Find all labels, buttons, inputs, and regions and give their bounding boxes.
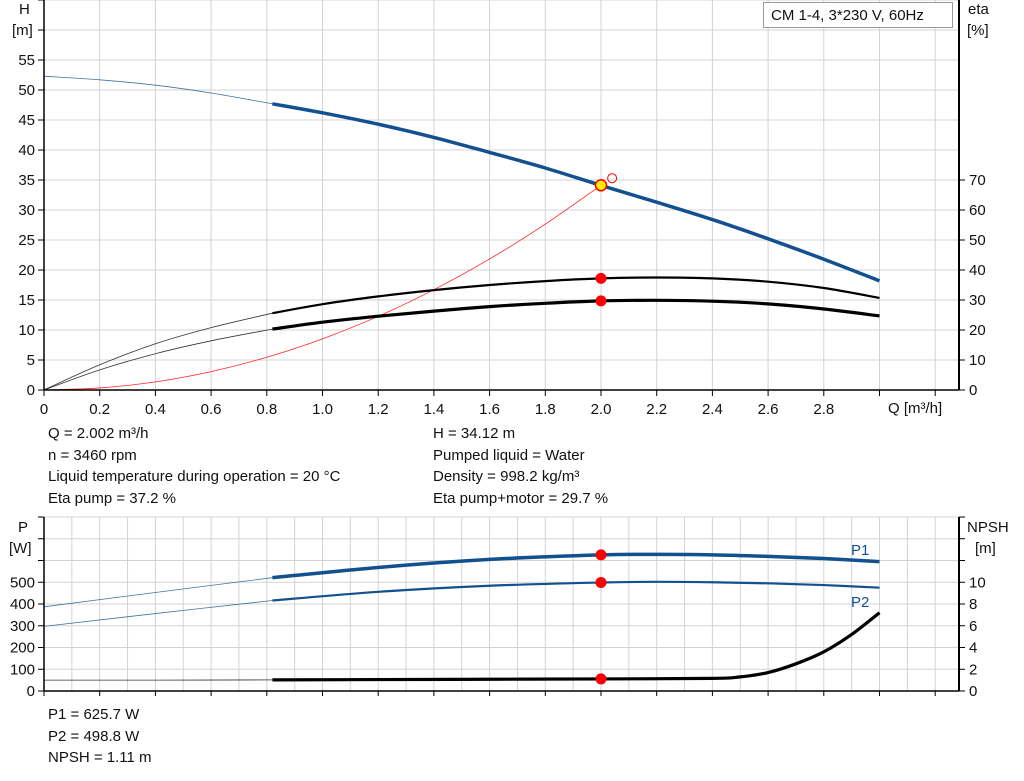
head-curve xyxy=(272,102,881,283)
eta-pump-curve-extrapolated xyxy=(43,312,273,391)
x-tick-label: 1.0 xyxy=(312,401,333,418)
eta-tick-label: 20 xyxy=(969,322,986,339)
duty-point-head xyxy=(594,179,608,192)
duty-point-p2 xyxy=(595,577,607,589)
x-tick-label: 2.8 xyxy=(813,401,834,418)
eta-pump-readout: Eta pump = 37.2 % xyxy=(48,489,176,507)
npsh-axis-label: NPSH xyxy=(967,519,1009,536)
eta-tick-label: 0 xyxy=(969,382,977,399)
p2-series-label: P2 xyxy=(851,594,869,611)
h-tick-label: 35 xyxy=(18,172,35,189)
npsh-tick-label: 4 xyxy=(969,640,977,657)
head-readout: H = 34.12 m xyxy=(433,425,516,442)
liquid-temp-readout: Liquid temperature during operation = 20… xyxy=(48,468,341,485)
info-top-left: Q = 2.002 m³/h n = 3460 rpm Liquid tempe… xyxy=(48,423,340,509)
x-tick-label: 2.2 xyxy=(646,401,667,418)
x-tick-label: 1.4 xyxy=(423,401,444,418)
system-curve xyxy=(43,184,602,391)
npsh-tick-label: 0 xyxy=(969,683,977,700)
duty-point-eta-pump-motor xyxy=(595,295,607,307)
x-tick-label: 0.4 xyxy=(145,401,166,418)
eta-axis-label: eta xyxy=(968,1,990,18)
bottom-grid xyxy=(44,516,959,691)
h-tick-label: 40 xyxy=(18,142,35,159)
h-axis-label: H xyxy=(19,1,30,18)
npsh-axis-unit: [m] xyxy=(975,540,996,557)
pump-legend: CM 1-4, 3*230 V, 60Hz xyxy=(763,2,953,28)
p-tick-label: 200 xyxy=(10,640,35,657)
eta-pump-motor-readout: Eta pump+motor = 29.7 % xyxy=(433,489,609,507)
info-bottom: P1 = 625.7 W P2 = 498.8 W NPSH = 1.11 m xyxy=(48,704,152,769)
x-tick-label: 0.8 xyxy=(256,401,277,418)
axes: 0 0.2 0.4 0.6 0.8 1.0 1.2 1.4 1.6 1.8 2.0 2.2 2.4 2.6… xyxy=(10,0,986,700)
eta-tick-label: 60 xyxy=(969,202,986,219)
top-grid xyxy=(44,0,959,390)
h-tick-label: 10 xyxy=(18,322,35,339)
x-tick-label: 2.4 xyxy=(702,401,723,418)
h-tick-label: 5 xyxy=(27,352,35,369)
p-axis-unit: [W] xyxy=(9,540,32,557)
p-tick-label: 100 xyxy=(10,661,35,678)
p2-readout: P2 = 498.8 W xyxy=(48,727,140,745)
q-axis-label: Q [m³/h] xyxy=(888,400,942,417)
p1-readout: P1 = 625.7 W xyxy=(48,706,140,723)
p-tick-label: 400 xyxy=(10,596,35,613)
head-curve-extrapolated xyxy=(43,75,273,105)
p1-curve xyxy=(272,552,880,580)
h-tick-label: 25 xyxy=(18,232,35,249)
p2-curve-extrapolated xyxy=(43,600,273,627)
x-tick-label: 2.0 xyxy=(591,401,612,418)
x-tick-label: 1.6 xyxy=(479,401,500,418)
eta-pump-curve xyxy=(272,276,880,315)
pumped-liquid-readout: Pumped liquid = Water xyxy=(433,446,585,464)
p-tick-label: 0 xyxy=(27,683,35,700)
eta-tick-label: 10 xyxy=(969,352,986,369)
requested-point-marker xyxy=(607,173,618,184)
p-axis-label: P xyxy=(18,519,28,536)
p1-curve-extrapolated xyxy=(43,577,273,608)
h-tick-label: 0 xyxy=(27,382,35,399)
p-tick-label: 500 xyxy=(10,574,35,591)
h-tick-label: 55 xyxy=(18,52,35,69)
x-tick-label: 0 xyxy=(40,401,48,418)
duty-point-eta-pump xyxy=(595,272,607,284)
density-readout: Density = 998.2 kg/m³ xyxy=(433,468,580,485)
eta-tick-label: 30 xyxy=(969,292,986,309)
eta-tick-label: 40 xyxy=(969,262,986,279)
x-tick-label: 1.2 xyxy=(368,401,389,418)
x-tick-label: 0.2 xyxy=(89,401,110,418)
duty-point-p1 xyxy=(595,549,607,561)
x-tick-label: 0.6 xyxy=(201,401,222,418)
curves xyxy=(43,75,881,685)
x-tick-label: 1.8 xyxy=(535,401,556,418)
eta-tick-label: 70 xyxy=(969,172,986,189)
npsh-tick-label: 10 xyxy=(969,574,986,591)
eta-pump-motor-curve xyxy=(272,298,880,331)
info-top-right: H = 34.12 m Pumped liquid = Water Densit… xyxy=(433,423,608,509)
flow-readout: Q = 2.002 m³/h xyxy=(48,425,149,442)
h-tick-label: 20 xyxy=(18,262,35,279)
eta-axis-unit: [%] xyxy=(967,22,989,39)
eta-pump-motor-curve-extrapolated xyxy=(43,328,273,391)
h-axis-unit: [m] xyxy=(12,22,33,39)
h-tick-label: 45 xyxy=(18,112,35,129)
npsh-tick-label: 6 xyxy=(969,618,977,635)
eta-tick-label: 50 xyxy=(969,232,986,249)
npsh-tick-label: 2 xyxy=(969,661,977,678)
npsh-curve xyxy=(272,611,881,682)
p2-curve xyxy=(272,580,880,602)
h-tick-label: 30 xyxy=(18,202,35,219)
npsh-readout: NPSH = 1.11 m xyxy=(48,749,152,766)
p-tick-label: 300 xyxy=(10,618,35,635)
p1-series-label: P1 xyxy=(851,542,869,559)
speed-readout: n = 3460 rpm xyxy=(48,446,137,464)
h-tick-label: 50 xyxy=(18,82,35,99)
x-tick-label: 2.6 xyxy=(758,401,779,418)
h-tick-label: 15 xyxy=(18,292,35,309)
duty-point-npsh xyxy=(595,673,607,685)
npsh-tick-label: 8 xyxy=(969,596,977,613)
